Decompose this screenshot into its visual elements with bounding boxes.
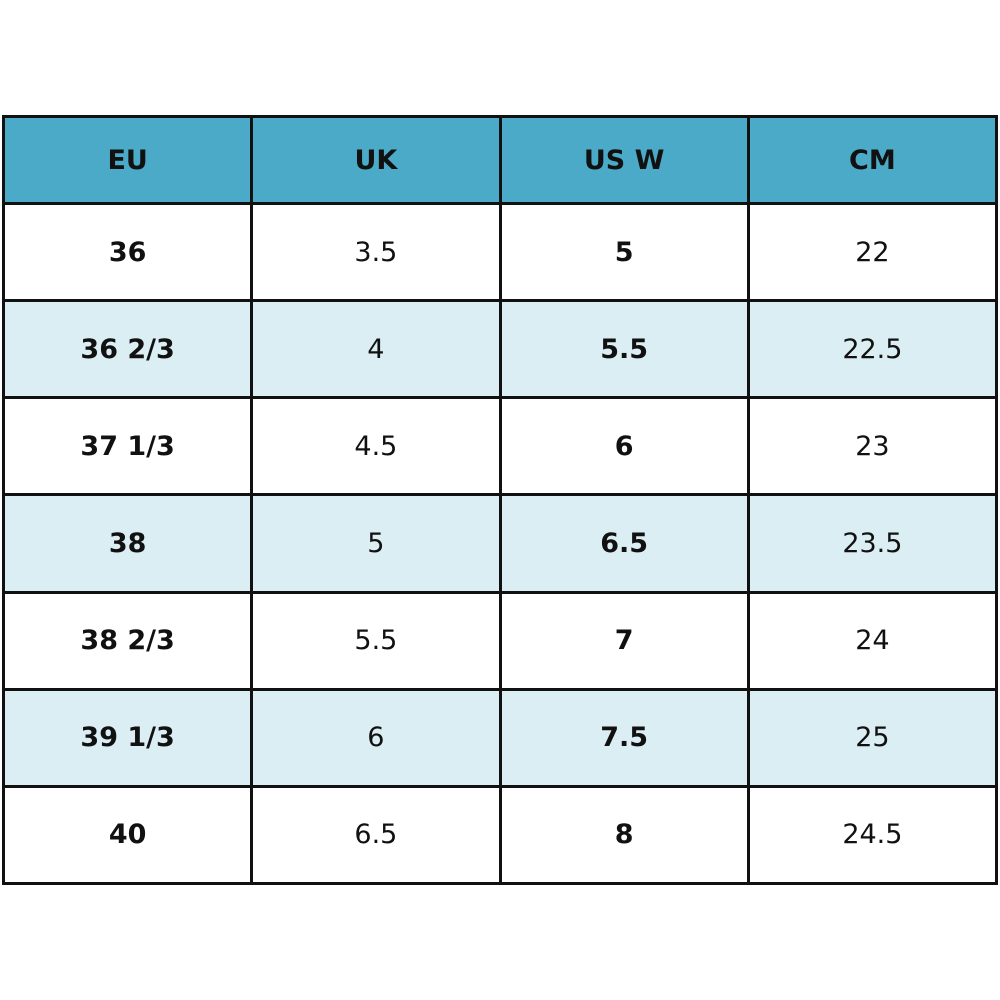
table-cell: 22.5 [746,299,999,400]
header-cell: UK [250,115,502,205]
table-cell: 22 [746,201,999,303]
table-cell: 5.5 [498,299,750,400]
table-cell: 36 [1,201,254,303]
table-cell: 40 [1,784,254,886]
table-cell: 6.5 [498,493,750,594]
table-row: 39 1/3 6 7.5 25 [1,687,999,788]
table-cell: 25 [746,687,999,788]
table-cell: 23 [746,396,999,497]
table-cell: 6 [250,687,502,788]
header-row: EU UK US W CM [1,115,999,205]
table-cell: 5 [250,493,502,594]
table-cell: 6.5 [250,784,502,886]
table-cell: 36 2/3 [1,299,254,400]
size-table: EU UK US W CM 36 3.5 5 22 36 2/3 4 5.5 22.5 37 1/3 4… [1,115,999,886]
table-cell: 5.5 [250,590,502,691]
table-row: 36 3.5 5 22 [1,201,999,303]
table-row: 36 2/3 4 5.5 22.5 [1,299,999,400]
header-cell: US W [498,115,750,205]
table-cell: 7.5 [498,687,750,788]
table-row: 40 6.5 8 24.5 [1,784,999,886]
table-header: EU UK US W CM [1,115,999,205]
table-cell: 4.5 [250,396,502,497]
table-cell: 23.5 [746,493,999,594]
header-cell: CM [746,115,999,205]
table-cell: 38 2/3 [1,590,254,691]
header-cell: EU [1,115,254,205]
table-cell: 38 [1,493,254,594]
table-row: 38 5 6.5 23.5 [1,493,999,594]
table-row: 38 2/3 5.5 7 24 [1,590,999,691]
table-cell: 24 [746,590,999,691]
table-row: 37 1/3 4.5 6 23 [1,396,999,497]
table-body: 36 3.5 5 22 36 2/3 4 5.5 22.5 37 1/3 4.5 6 23 38 5 6.5… [1,201,999,886]
table-cell: 7 [498,590,750,691]
table-cell: 24.5 [746,784,999,886]
table-cell: 4 [250,299,502,400]
table-cell: 5 [498,201,750,303]
table-cell: 6 [498,396,750,497]
table-cell: 3.5 [250,201,502,303]
table-cell: 37 1/3 [1,396,254,497]
table-cell: 8 [498,784,750,886]
table-cell: 39 1/3 [1,687,254,788]
